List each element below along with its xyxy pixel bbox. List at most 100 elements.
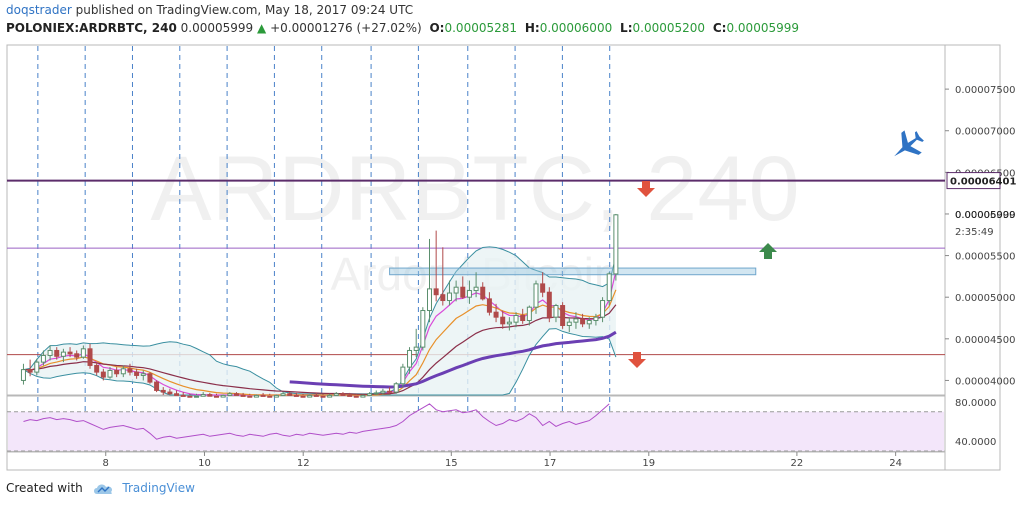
- candle-body: [67, 351, 73, 355]
- candle-body: [280, 393, 286, 396]
- candle-body: [440, 294, 446, 302]
- chart-canvas[interactable]: ARDRBTC, 240 Ardor / Bitcoin 0.000040000…: [0, 0, 1022, 475]
- price-tick-label: 0.00006000: [955, 210, 1015, 221]
- candle-body: [247, 395, 253, 398]
- time-tick-label: 24: [889, 458, 902, 469]
- current-price-label: 0.00005999: [955, 210, 1015, 221]
- candle-body: [360, 394, 366, 398]
- low-value: 0.00005200: [632, 21, 706, 35]
- author-link[interactable]: doqstrader: [6, 3, 72, 17]
- red-down-arrow-icon: [637, 181, 655, 197]
- candle-body: [513, 315, 519, 323]
- candle-body: [47, 349, 53, 356]
- candle-body: [207, 394, 213, 397]
- rsi-line: [23, 403, 610, 440]
- close-label: C:: [712, 21, 727, 35]
- candle-body: [154, 381, 160, 391]
- candle-body: [213, 395, 219, 398]
- candle-body: [566, 321, 572, 326]
- candle-body: [300, 395, 306, 398]
- candle-body: [387, 390, 393, 393]
- high-value: 0.00006000: [539, 21, 613, 35]
- candle-body: [127, 368, 133, 373]
- candle-body: [520, 315, 526, 322]
- bollinger-fill: [23, 246, 616, 395]
- candle-body: [553, 305, 559, 318]
- candle-body: [120, 368, 126, 375]
- candle-body: [227, 393, 233, 396]
- candle-body: [194, 395, 200, 398]
- candle-body: [140, 373, 146, 376]
- rsi-indicator: [7, 403, 945, 452]
- candle-body: [134, 371, 140, 376]
- candle-body: [320, 395, 326, 398]
- green-up-arrow-icon: [759, 243, 777, 259]
- candle-body: [94, 364, 100, 373]
- close-value: 0.00005999: [726, 21, 799, 35]
- open-value: 0.00005281: [444, 21, 518, 35]
- price-tick-label: 0.00007500: [955, 85, 1015, 96]
- candle-body: [600, 300, 606, 318]
- created-with-text: Created with: [6, 481, 83, 495]
- candle-body: [114, 369, 120, 375]
- candle-body: [253, 394, 259, 398]
- candle-body: [87, 348, 93, 366]
- candle-body: [413, 346, 419, 351]
- price-axis-labels: 0.00004000 0.00004500 0.00005000 0.00005500…: [945, 85, 1016, 448]
- candle-body: [27, 369, 33, 373]
- candle-body: [347, 394, 353, 397]
- candle-body: [267, 395, 273, 398]
- candle-body: [606, 273, 612, 302]
- candle-body: [420, 310, 426, 348]
- support-zone: [389, 267, 757, 276]
- tradingview-cloud-icon: [93, 483, 112, 494]
- candle-body: [107, 369, 113, 378]
- rsi-band-fill: [8, 411, 944, 451]
- tradingview-link[interactable]: TradingView: [122, 481, 195, 495]
- candle-body: [333, 393, 339, 396]
- candle-body: [466, 290, 472, 298]
- bar-countdown-label: 2:35:49: [955, 227, 994, 238]
- annotations: [628, 130, 924, 368]
- price-tick-label: 0.00005000: [955, 293, 1015, 304]
- candle-body: [260, 394, 266, 397]
- candle-body: [480, 286, 486, 300]
- candle-body: [54, 349, 60, 357]
- open-label: O:: [429, 21, 445, 35]
- candle-body: [34, 361, 40, 373]
- rsi-tick-label: 80.0000: [955, 398, 996, 409]
- ema-slow-line: [23, 304, 617, 395]
- price-axis[interactable]: [944, 44, 1001, 471]
- candle-body: [174, 393, 180, 396]
- candle-body: [427, 288, 432, 312]
- candle-body: [460, 286, 466, 298]
- symbol-legend: POLONIEX:ARDRBTC, 240 0.00005999 ▲ +0.00…: [6, 21, 799, 35]
- candle-body: [560, 305, 566, 326]
- candle-body: [540, 283, 546, 293]
- candle-body: [220, 394, 226, 398]
- ema-mid-line: [23, 289, 617, 396]
- candle-body: [380, 390, 386, 394]
- publish-line: doqstrader published on TradingView.com,…: [6, 3, 413, 17]
- candle-body: [493, 311, 499, 318]
- resistance-price-tag: [946, 172, 1001, 190]
- candle-body: [393, 383, 399, 393]
- up-triangle-icon: ▲: [257, 21, 267, 35]
- candles: [20, 213, 619, 398]
- watermark-symbol: ARDRBTC, 240: [150, 138, 799, 240]
- time-tick-label: 12: [297, 458, 310, 469]
- candle-body: [187, 395, 193, 398]
- time-tick-label: 8: [103, 458, 109, 469]
- time-tick-label: 10: [198, 458, 211, 469]
- candle-body: [100, 371, 106, 378]
- candle-body: [373, 392, 379, 395]
- candle-body: [446, 292, 452, 302]
- symbol-name: POLONIEX:ARDRBTC, 240: [6, 21, 177, 35]
- time-axis[interactable]: [6, 451, 946, 471]
- candle-body: [500, 316, 506, 325]
- candle-body: [293, 394, 299, 397]
- candle-body: [147, 373, 153, 383]
- candle-body: [20, 369, 26, 381]
- candle-body: [287, 393, 293, 396]
- candle-body: [200, 394, 206, 397]
